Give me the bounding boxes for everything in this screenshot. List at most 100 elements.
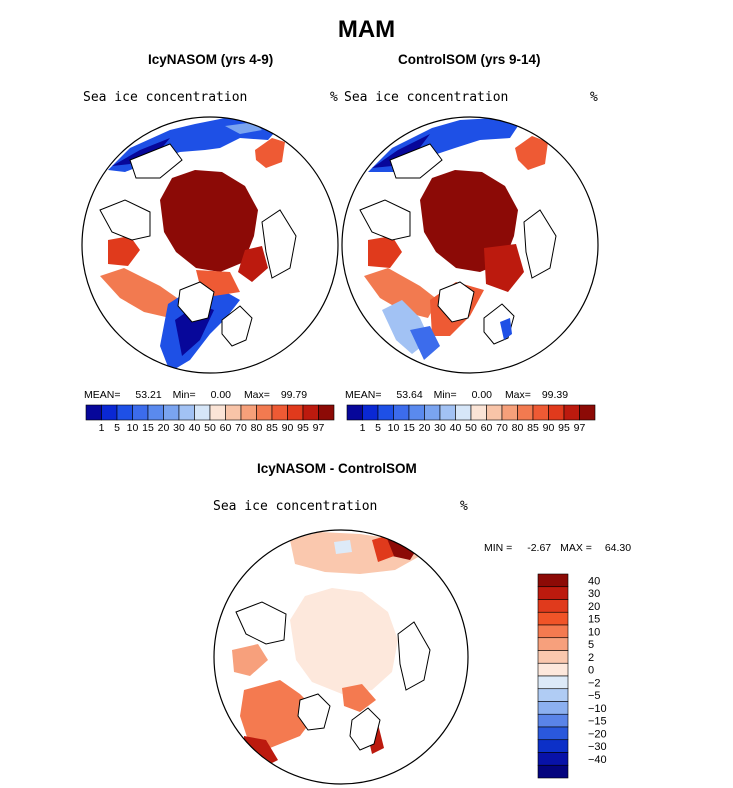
colorbar-swatch (537, 726, 569, 741)
colorbar-swatch (537, 688, 569, 702)
panel-left-unit: % (330, 90, 338, 105)
panel-right-title: ControlSOM (yrs 9-14) (398, 52, 541, 67)
land-canada (99, 199, 151, 241)
land-canada (359, 199, 411, 241)
colorbar-tick-label: 40 (450, 422, 462, 434)
colorbar-tick-label: 97 (313, 422, 325, 434)
colorbar-swatch (537, 650, 569, 664)
land-siberia (261, 209, 297, 279)
colorbar-swatch (178, 404, 195, 421)
min-label: MIN = (484, 542, 513, 554)
mean-value: 53.64 (396, 389, 423, 401)
ice-labrador (364, 268, 438, 318)
colorbar-tick-label: 60 (220, 422, 232, 434)
colorbar-tick-label: 0 (588, 665, 594, 677)
ice-lowest-pacific (112, 138, 170, 166)
max-label: Max= (504, 389, 531, 401)
colorbar-tick-label: 10 (588, 626, 600, 638)
mean-label: MEAN= (345, 389, 382, 401)
colorbar-swatch (302, 404, 319, 421)
ice-mid-pacific (225, 122, 262, 134)
colorbar-swatch (486, 404, 503, 421)
colorbar-tick-label: 1 (99, 422, 105, 434)
colorbar-tick-label: 20 (588, 601, 600, 613)
colorbar-swatch (393, 404, 410, 421)
colorbar-swatch (362, 404, 379, 421)
colorbar-swatch (240, 404, 257, 421)
map-border (81, 116, 339, 374)
colorbar-swatch (470, 404, 487, 421)
colorbar-swatch (537, 764, 569, 779)
colorbar-swatch (548, 404, 565, 421)
land-scandinavia (221, 305, 253, 347)
colorbar-swatch (377, 404, 394, 421)
colorbar-tick-label: 70 (235, 422, 247, 434)
land-alaska (129, 143, 183, 179)
max-value: 99.79 (280, 389, 308, 401)
colorbar-tick-label: 15 (142, 422, 154, 434)
colorbar-swatch (256, 404, 273, 421)
ice-bering (255, 138, 285, 168)
colorbar-tick-label: 50 (465, 422, 477, 434)
colorbar-controlsom: 1 5 10 15 20 30 40 50 60 70 80 85 90 95 97 (346, 404, 596, 434)
colorbar-swatch (537, 752, 569, 766)
ice-hudson (108, 236, 140, 266)
diff-central-arctic (290, 588, 398, 694)
colorbar-swatch (579, 404, 596, 421)
colorbar-tick-label: 85 (266, 422, 278, 434)
land-canada (235, 601, 287, 645)
max-value: 99.39 (541, 389, 569, 401)
panel-diff-title: IcyNASOM - ControlSOM (257, 461, 417, 476)
colorbar-tick-label: −5 (588, 690, 601, 702)
colorbar-swatch (537, 713, 569, 728)
colorbar-swatch (408, 404, 425, 421)
ice-atlantic-mid (410, 326, 440, 360)
colorbar-tick-label: 80 (251, 422, 263, 434)
ice-arctic-pack (160, 170, 258, 272)
min-label: Min= (433, 389, 457, 401)
land-greenland (437, 281, 475, 323)
min-value: 0.00 (210, 389, 232, 401)
colorbar-swatch (424, 404, 441, 421)
max-value: 64.30 (604, 542, 632, 554)
panel-left-stats: MEAN= 53.21 Min= 0.00 Max= 99.79 (84, 389, 307, 401)
colorbar-tick-label: −15 (588, 716, 607, 728)
map-controlsom (341, 116, 599, 374)
colorbar-tick-label: 85 (527, 422, 539, 434)
panel-diff-field-label: Sea ice concentration (213, 499, 378, 514)
colorbar-swatch (85, 404, 102, 421)
max-label: MAX = (560, 542, 592, 554)
colorbar-tick-label: 95 (297, 422, 309, 434)
colorbar-tick-label: −30 (588, 741, 607, 753)
colorbar-tick-label: 15 (403, 422, 415, 434)
diff-atlantic (240, 680, 318, 748)
colorbar-tick-label: 5 (375, 422, 381, 434)
panel-diff-unit: % (460, 499, 468, 514)
ice-high-ring (238, 246, 268, 282)
land-siberia (523, 209, 557, 279)
colorbar-swatch (287, 404, 304, 421)
colorbar-tick-label: 95 (558, 422, 570, 434)
colorbar-swatch (101, 404, 118, 421)
colorbar-swatch (537, 611, 569, 626)
diff-okhotsk-mid (372, 536, 394, 562)
colorbar-tick-label: 1 (360, 422, 366, 434)
map-border (213, 529, 469, 785)
ice-high-ring (484, 244, 524, 292)
colorbar-tick-label: 50 (204, 422, 216, 434)
land-alaska (389, 143, 443, 179)
colorbar-swatch (537, 675, 569, 690)
colorbar-swatch (163, 404, 180, 421)
colorbar-swatch (537, 599, 569, 613)
colorbar-swatch (147, 404, 164, 421)
colorbar-tick-label: 40 (189, 422, 201, 434)
colorbar-tick-label: 5 (588, 639, 594, 651)
land-baltic-ice (500, 318, 512, 340)
colorbar-swatch (537, 586, 569, 600)
land-siberia (397, 621, 431, 691)
colorbar-swatch (439, 404, 456, 421)
colorbar-icynasom: 1 5 10 15 20 30 40 50 60 70 80 85 90 95 97 (85, 404, 335, 434)
panel-left-title: IcyNASOM (yrs 4-9) (148, 52, 274, 67)
